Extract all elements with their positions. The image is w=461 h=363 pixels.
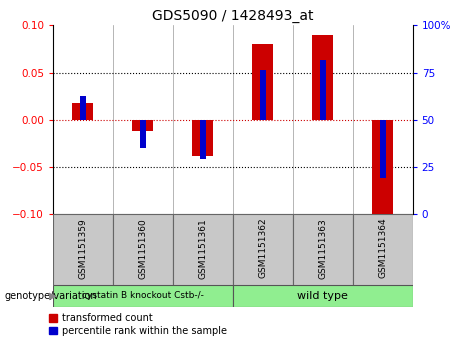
Bar <box>380 120 385 178</box>
FancyBboxPatch shape <box>53 285 233 307</box>
Bar <box>260 70 266 120</box>
Text: GSM1151359: GSM1151359 <box>78 218 88 278</box>
Text: cystatin B knockout Cstb-/-: cystatin B knockout Cstb-/- <box>82 291 204 300</box>
FancyBboxPatch shape <box>293 214 353 285</box>
Bar <box>140 120 146 148</box>
Bar <box>312 35 333 120</box>
FancyBboxPatch shape <box>233 214 293 285</box>
Bar <box>80 96 86 120</box>
Text: genotype/variation: genotype/variation <box>5 291 97 301</box>
Bar <box>72 103 94 120</box>
FancyBboxPatch shape <box>353 214 413 285</box>
Text: GSM1151361: GSM1151361 <box>198 218 207 278</box>
Bar <box>320 60 325 120</box>
Bar <box>200 120 206 159</box>
Text: GSM1151363: GSM1151363 <box>318 218 327 278</box>
Text: GSM1151364: GSM1151364 <box>378 218 387 278</box>
Bar <box>132 120 154 131</box>
Text: ▶: ▶ <box>49 291 57 301</box>
Bar <box>252 44 273 120</box>
FancyBboxPatch shape <box>173 214 233 285</box>
Text: wild type: wild type <box>297 291 348 301</box>
Legend: transformed count, percentile rank within the sample: transformed count, percentile rank withi… <box>49 313 227 336</box>
FancyBboxPatch shape <box>233 285 413 307</box>
Bar <box>192 120 213 156</box>
Bar <box>372 120 393 219</box>
Text: GSM1151360: GSM1151360 <box>138 218 148 278</box>
Title: GDS5090 / 1428493_at: GDS5090 / 1428493_at <box>152 9 313 23</box>
Text: GSM1151362: GSM1151362 <box>258 218 267 278</box>
FancyBboxPatch shape <box>53 214 113 285</box>
FancyBboxPatch shape <box>113 214 173 285</box>
